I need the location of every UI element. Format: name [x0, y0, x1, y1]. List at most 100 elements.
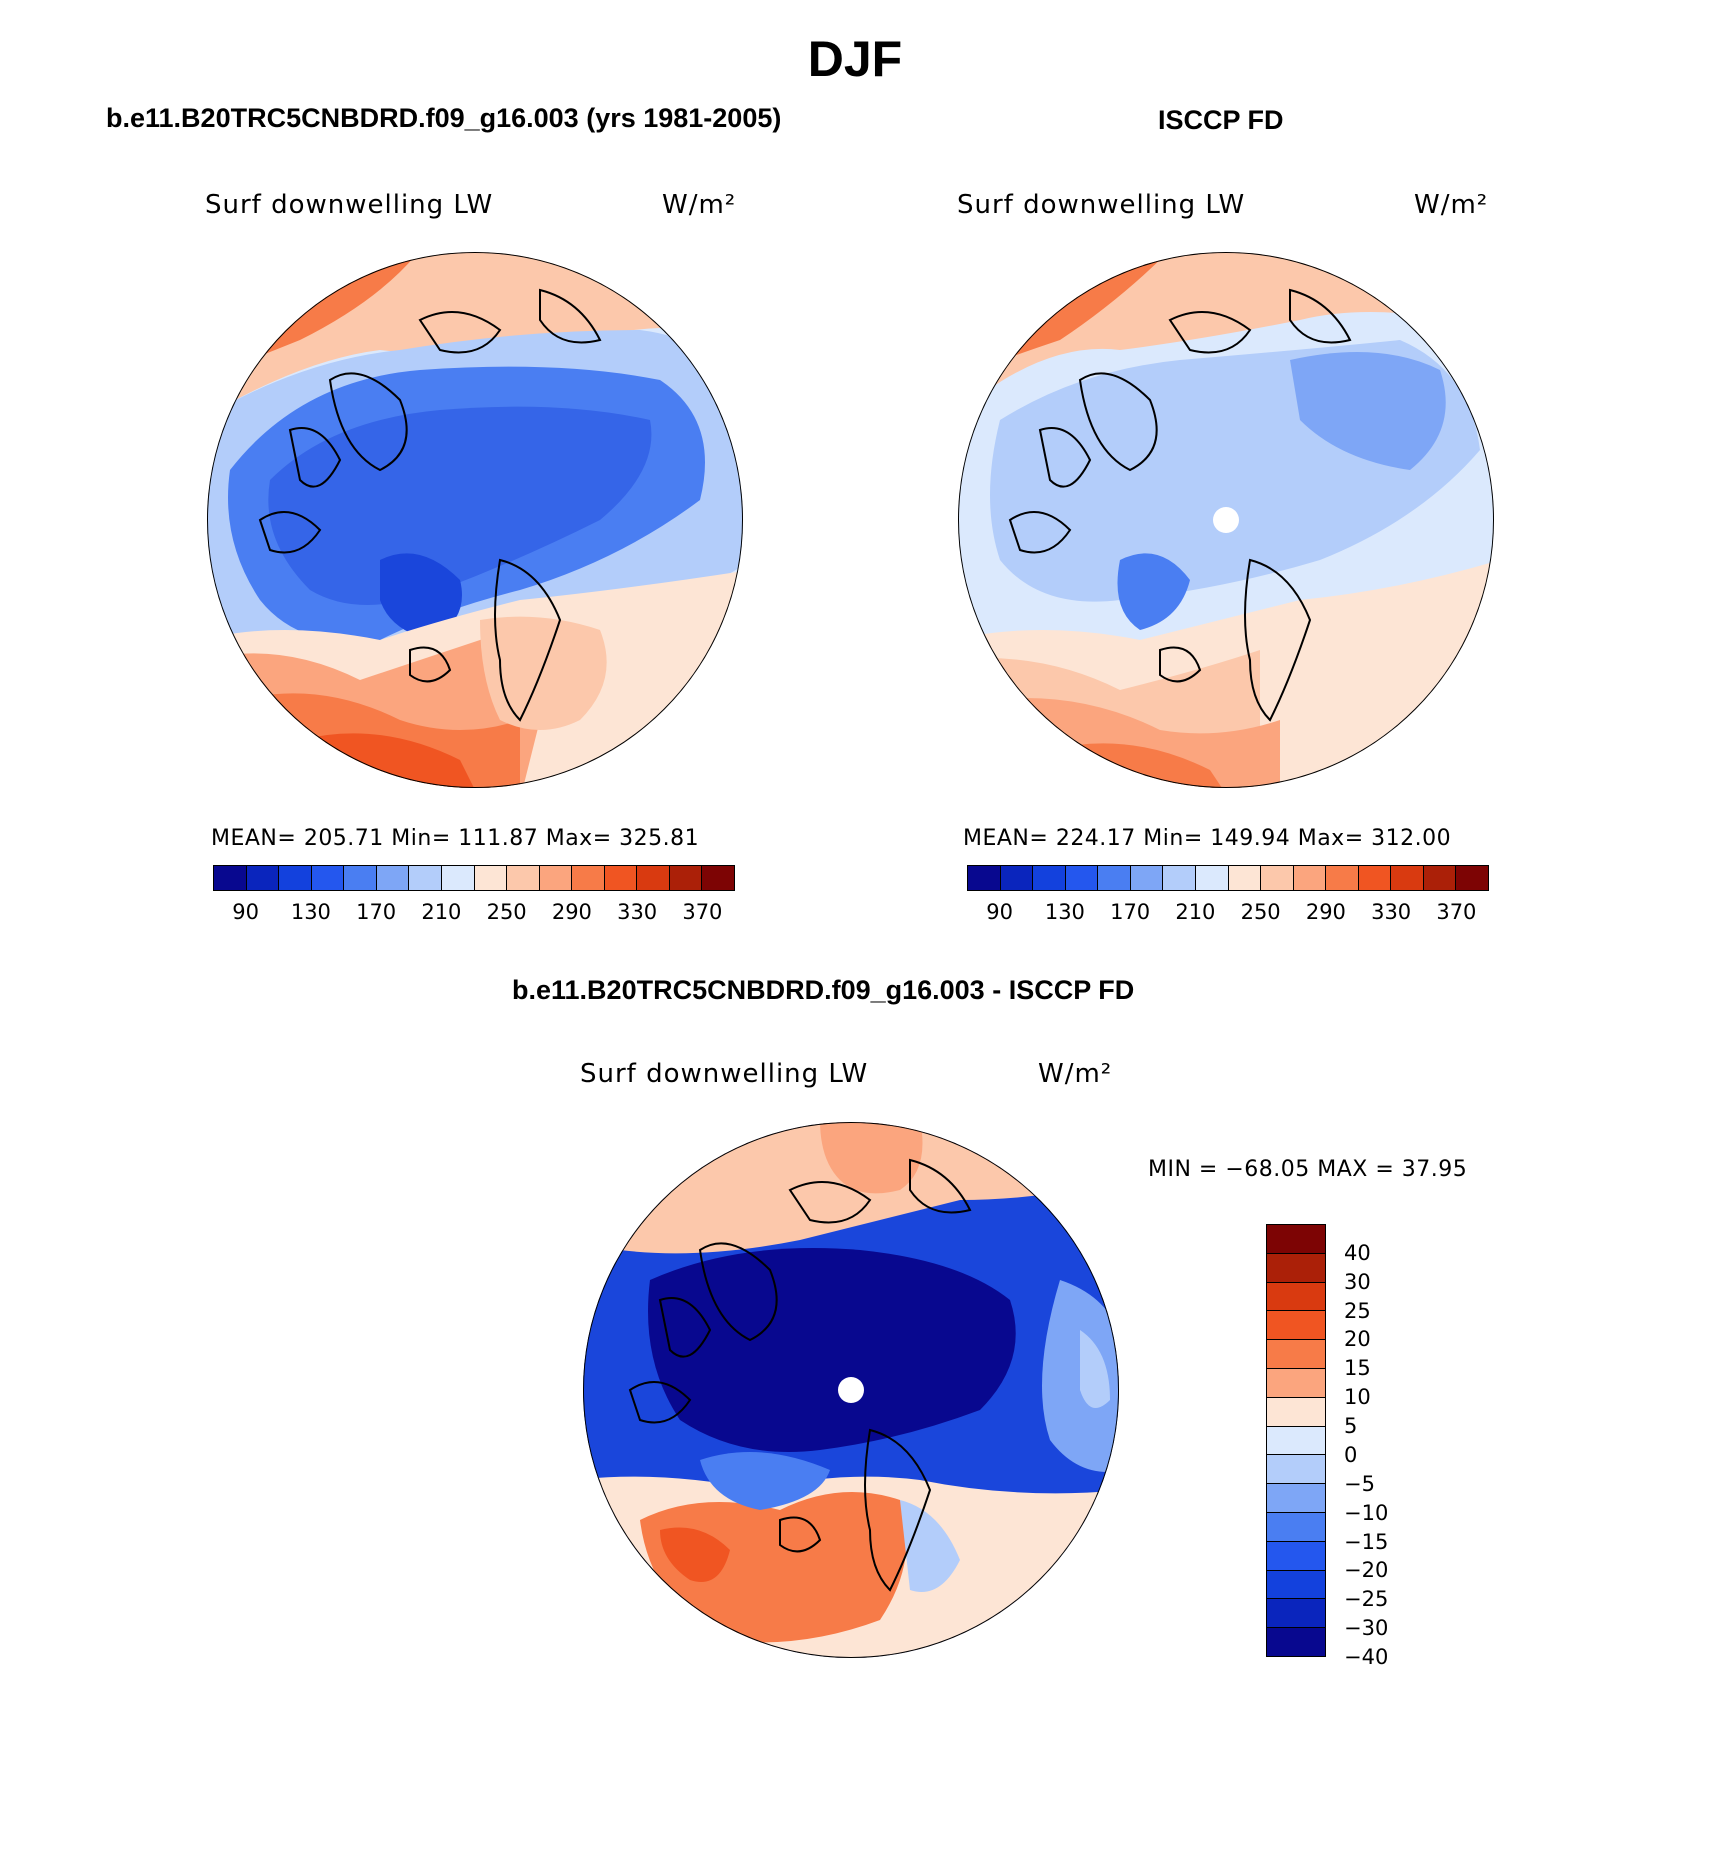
model-map [207, 252, 743, 788]
model-colorbar-swatch [311, 866, 345, 890]
diff-stats: MIN = −68.05 MAX = 37.95 [1148, 1157, 1468, 1182]
obs-stats: MEAN= 224.17 Min= 149.94 Max= 312.00 [963, 826, 1452, 851]
model-colorbar-swatch [409, 866, 442, 890]
model-colorbar-swatch [669, 866, 703, 890]
obs-colorbar [967, 865, 1489, 891]
obs-colorbar-tick-label: 290 [1305, 900, 1346, 924]
model-colorbar-swatch [474, 866, 508, 890]
model-units-label: W/m² [662, 190, 737, 220]
obs-colorbar-swatch [1358, 866, 1392, 890]
diff-colorbar-tick-label: −15 [1344, 1529, 1389, 1554]
diff-colorbar-swatch [1267, 1484, 1325, 1513]
diff-colorbar-swatch [1267, 1512, 1325, 1542]
model-stats: MEAN= 205.71 Min= 111.87 Max= 325.81 [211, 826, 700, 851]
model-colorbar-tick-label: 370 [682, 900, 723, 924]
obs-colorbar-tick-label: 330 [1371, 900, 1412, 924]
diff-colorbar-swatch [1267, 1225, 1325, 1254]
diff-colorbar-swatch [1267, 1628, 1325, 1656]
diff-colorbar-tick-label: −5 [1344, 1471, 1375, 1496]
model-panel-title: b.e11.B20TRC5CNBDRD.f09_g16.003 (yrs 198… [106, 103, 782, 133]
obs-colorbar-swatch [1065, 866, 1099, 890]
model-colorbar-swatch [539, 866, 573, 890]
main-title: DJF [807, 31, 903, 87]
obs-colorbar-swatch [1130, 866, 1164, 890]
obs-colorbar-swatch [1423, 866, 1457, 890]
diff-colorbar-tick-label: 40 [1344, 1240, 1371, 1265]
diff-map [583, 1122, 1119, 1658]
model-colorbar-tick-label: 90 [232, 900, 259, 924]
diff-colorbar-tick-label: −10 [1344, 1500, 1389, 1525]
diff-colorbar-tick-label: 25 [1344, 1298, 1371, 1323]
diff-colorbar-swatch [1267, 1599, 1325, 1629]
diff-colorbar-tick-label: 20 [1344, 1327, 1371, 1352]
model-colorbar-swatch [441, 866, 475, 890]
obs-colorbar-swatch [1261, 866, 1294, 890]
obs-colorbar-swatch [1456, 866, 1488, 890]
model-colorbar-tick-label: 290 [551, 900, 592, 924]
model-colorbar-tick-label: 170 [356, 900, 397, 924]
obs-colorbar-swatch [1228, 866, 1262, 890]
model-colorbar-swatch [344, 866, 377, 890]
diff-colorbar-swatch [1267, 1368, 1325, 1398]
diff-colorbar-ticks: 40 30 25 20 15 10 5 0 −5 −10 −15 −20 −25 −30 −40 [1344, 1224, 1424, 1669]
model-colorbar-swatch [507, 866, 540, 890]
diff-colorbar-swatch [1267, 1455, 1325, 1485]
obs-colorbar-swatch [1163, 866, 1196, 890]
obs-colorbar-swatch [1098, 866, 1131, 890]
model-colorbar-swatch [279, 866, 312, 890]
diff-colorbar-tick-label: −40 [1344, 1645, 1389, 1669]
obs-colorbar-swatch [1293, 866, 1327, 890]
diff-colorbar-tick-label: 15 [1344, 1356, 1371, 1381]
diff-colorbar-tick-label: 10 [1344, 1385, 1371, 1410]
model-colorbar-swatch [214, 866, 247, 890]
model-colorbar-swatch [637, 866, 670, 890]
diff-colorbar-swatch [1267, 1282, 1325, 1312]
obs-variable-label: Surf downwelling LW [957, 190, 1246, 220]
diff-variable-label: Surf downwelling LW [580, 1059, 869, 1089]
obs-colorbar-swatch [1326, 866, 1359, 890]
diff-colorbar-swatch [1267, 1541, 1325, 1571]
obs-map [958, 252, 1494, 788]
model-colorbar-ticks: 90 130 170 210 250 290 330 370 [213, 900, 735, 930]
obs-colorbar-tick-label: 170 [1110, 900, 1151, 924]
model-colorbar-swatch [702, 866, 734, 890]
obs-colorbar-tick-label: 130 [1044, 900, 1085, 924]
model-colorbar-swatch [604, 866, 638, 890]
model-colorbar-swatch [376, 866, 410, 890]
obs-colorbar-swatch [1195, 866, 1229, 890]
model-colorbar-tick-label: 250 [486, 900, 527, 924]
diff-colorbar-tick-label: −30 [1344, 1616, 1389, 1641]
model-variable-label: Surf downwelling LW [205, 190, 494, 220]
diff-colorbar-tick-label: −25 [1344, 1587, 1389, 1612]
obs-panel-title: ISCCP FD [1158, 105, 1284, 135]
diff-colorbar-swatch [1267, 1253, 1325, 1283]
obs-colorbar-tick-label: 210 [1175, 900, 1216, 924]
obs-colorbar-swatch [968, 866, 1001, 890]
diff-units-label: W/m² [1038, 1059, 1113, 1089]
obs-colorbar-swatch [1391, 866, 1424, 890]
diff-colorbar-swatch [1267, 1570, 1325, 1600]
diff-colorbar-tick-label: 0 [1344, 1442, 1358, 1467]
obs-colorbar-swatch [1033, 866, 1066, 890]
obs-colorbar-tick-label: 250 [1240, 900, 1281, 924]
diff-colorbar-swatch [1267, 1311, 1325, 1341]
obs-colorbar-ticks: 90 130 170 210 250 290 330 370 [967, 900, 1489, 930]
model-colorbar-tick-label: 330 [617, 900, 658, 924]
obs-colorbar-swatch [1000, 866, 1034, 890]
obs-units-label: W/m² [1414, 190, 1489, 220]
model-colorbar [213, 865, 735, 891]
model-colorbar-swatch [246, 866, 280, 890]
obs-colorbar-tick-label: 90 [986, 900, 1013, 924]
model-colorbar-tick-label: 130 [290, 900, 331, 924]
diff-colorbar-swatch [1267, 1426, 1325, 1456]
diff-colorbar-tick-label: −20 [1344, 1558, 1389, 1583]
diff-colorbar-swatch [1267, 1340, 1325, 1369]
diff-colorbar-tick-label: 5 [1344, 1414, 1358, 1439]
diff-colorbar [1266, 1224, 1326, 1657]
model-colorbar-tick-label: 210 [421, 900, 462, 924]
diff-panel-title: b.e11.B20TRC5CNBDRD.f09_g16.003 - ISCCP … [512, 975, 1135, 1005]
model-colorbar-swatch [572, 866, 605, 890]
diff-colorbar-swatch [1267, 1397, 1325, 1427]
obs-colorbar-tick-label: 370 [1436, 900, 1477, 924]
